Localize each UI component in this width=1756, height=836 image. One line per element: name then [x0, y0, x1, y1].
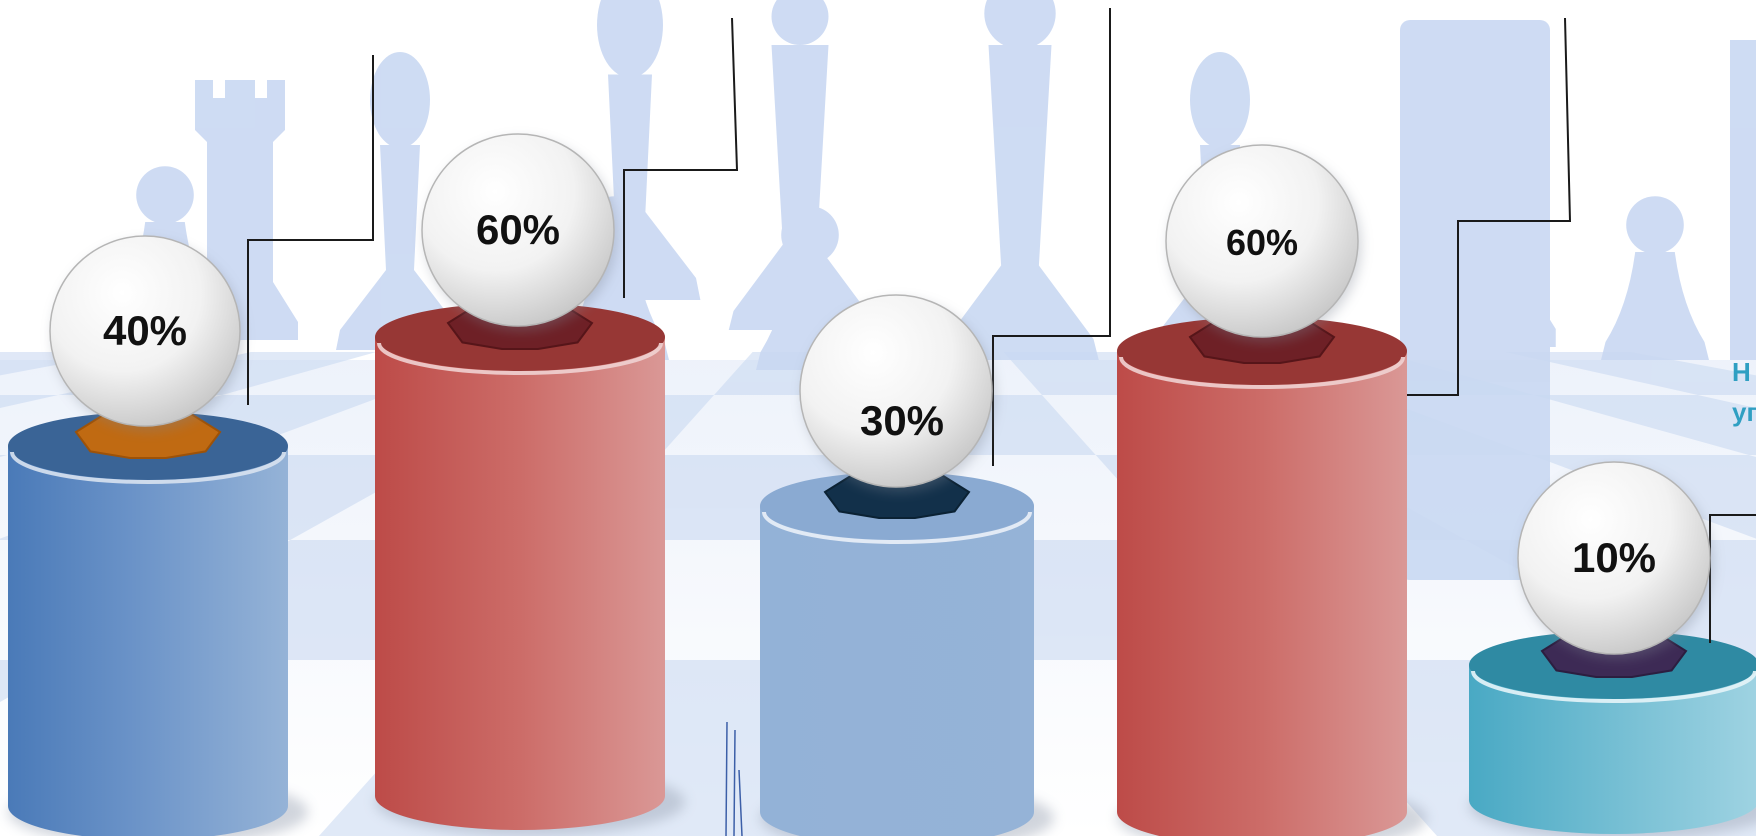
sphere-4: [1165, 144, 1359, 338]
bar-group-1: 40%: [8, 55, 374, 836]
rook-piece: [1730, 40, 1756, 360]
king-queen-piece: [771, 0, 829, 45]
leader-line-1: [247, 55, 374, 405]
bar-group-2: 60%: [375, 17, 739, 836]
data-label-2: 60%: [476, 206, 560, 253]
bishop-piece: [370, 52, 430, 148]
king-queen-piece: [1400, 20, 1550, 580]
bar-rim-5: [1471, 670, 1756, 703]
sphere-3: [799, 294, 993, 488]
board-square: [1505, 352, 1756, 395]
pawn-piece: [136, 166, 194, 224]
bar-2: [375, 337, 665, 830]
bar-5: [1469, 665, 1756, 834]
leader-line-4: [1407, 17, 1572, 396]
side-text: Н уп: [1732, 352, 1756, 432]
bishop-piece: [597, 0, 663, 78]
bar-group-4: 60%: [1117, 17, 1572, 836]
board-square: [0, 455, 8, 458]
bar-group-3: 30%: [760, 8, 1111, 836]
bar-3: [760, 506, 1034, 836]
data-label-4: 60%: [1226, 222, 1298, 263]
sphere-1: [49, 235, 241, 427]
sphere-2: [421, 133, 615, 327]
leader-line-2: [623, 17, 739, 298]
bar-4: [1117, 351, 1407, 836]
side-text-line-2: уп: [1732, 397, 1756, 427]
decor-lines: [725, 721, 743, 836]
side-text-line-1: Н: [1732, 357, 1751, 387]
pawn-piece: [1601, 252, 1709, 360]
bar-group-5: 10%: [1469, 461, 1756, 836]
board-square: [1533, 395, 1756, 455]
bar-rim-3: [762, 511, 1032, 544]
king-queen-piece: [728, 45, 872, 330]
bar-rim-1: [10, 451, 286, 484]
king-queen-piece: [941, 45, 1099, 360]
data-label-5: 10%: [1572, 534, 1656, 581]
data-label-1: 40%: [103, 307, 187, 354]
pawn-piece: [781, 206, 839, 264]
chart-marks: 40% 60% 30% 60% 10%: [8, 8, 1756, 836]
bar-1: [8, 446, 288, 836]
bishop-piece: [1190, 52, 1250, 148]
leader-line-5: [1709, 514, 1756, 643]
bar-rim-2: [377, 342, 663, 375]
board-square: [0, 395, 59, 409]
king-queen-piece: [984, 0, 1056, 50]
data-label-3: 30%: [860, 397, 944, 444]
pawn-piece: [1626, 196, 1684, 254]
bar-rim-4: [1119, 356, 1405, 389]
bishop-piece: [336, 145, 464, 350]
sphere-5: [1517, 461, 1711, 655]
